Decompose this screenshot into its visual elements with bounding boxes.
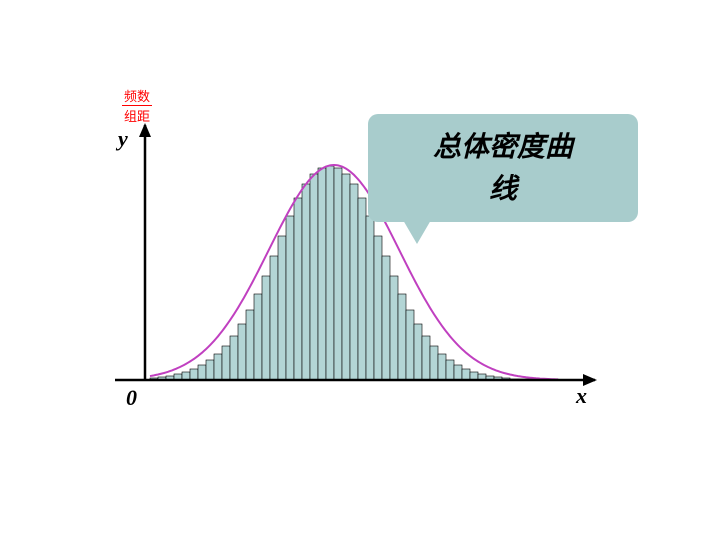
callout-box: 总体密度曲 线 [368,114,638,222]
density-chart [0,0,720,540]
callout-line1: 总体密度曲 [433,131,573,162]
callout-line2: 线 [489,173,517,204]
